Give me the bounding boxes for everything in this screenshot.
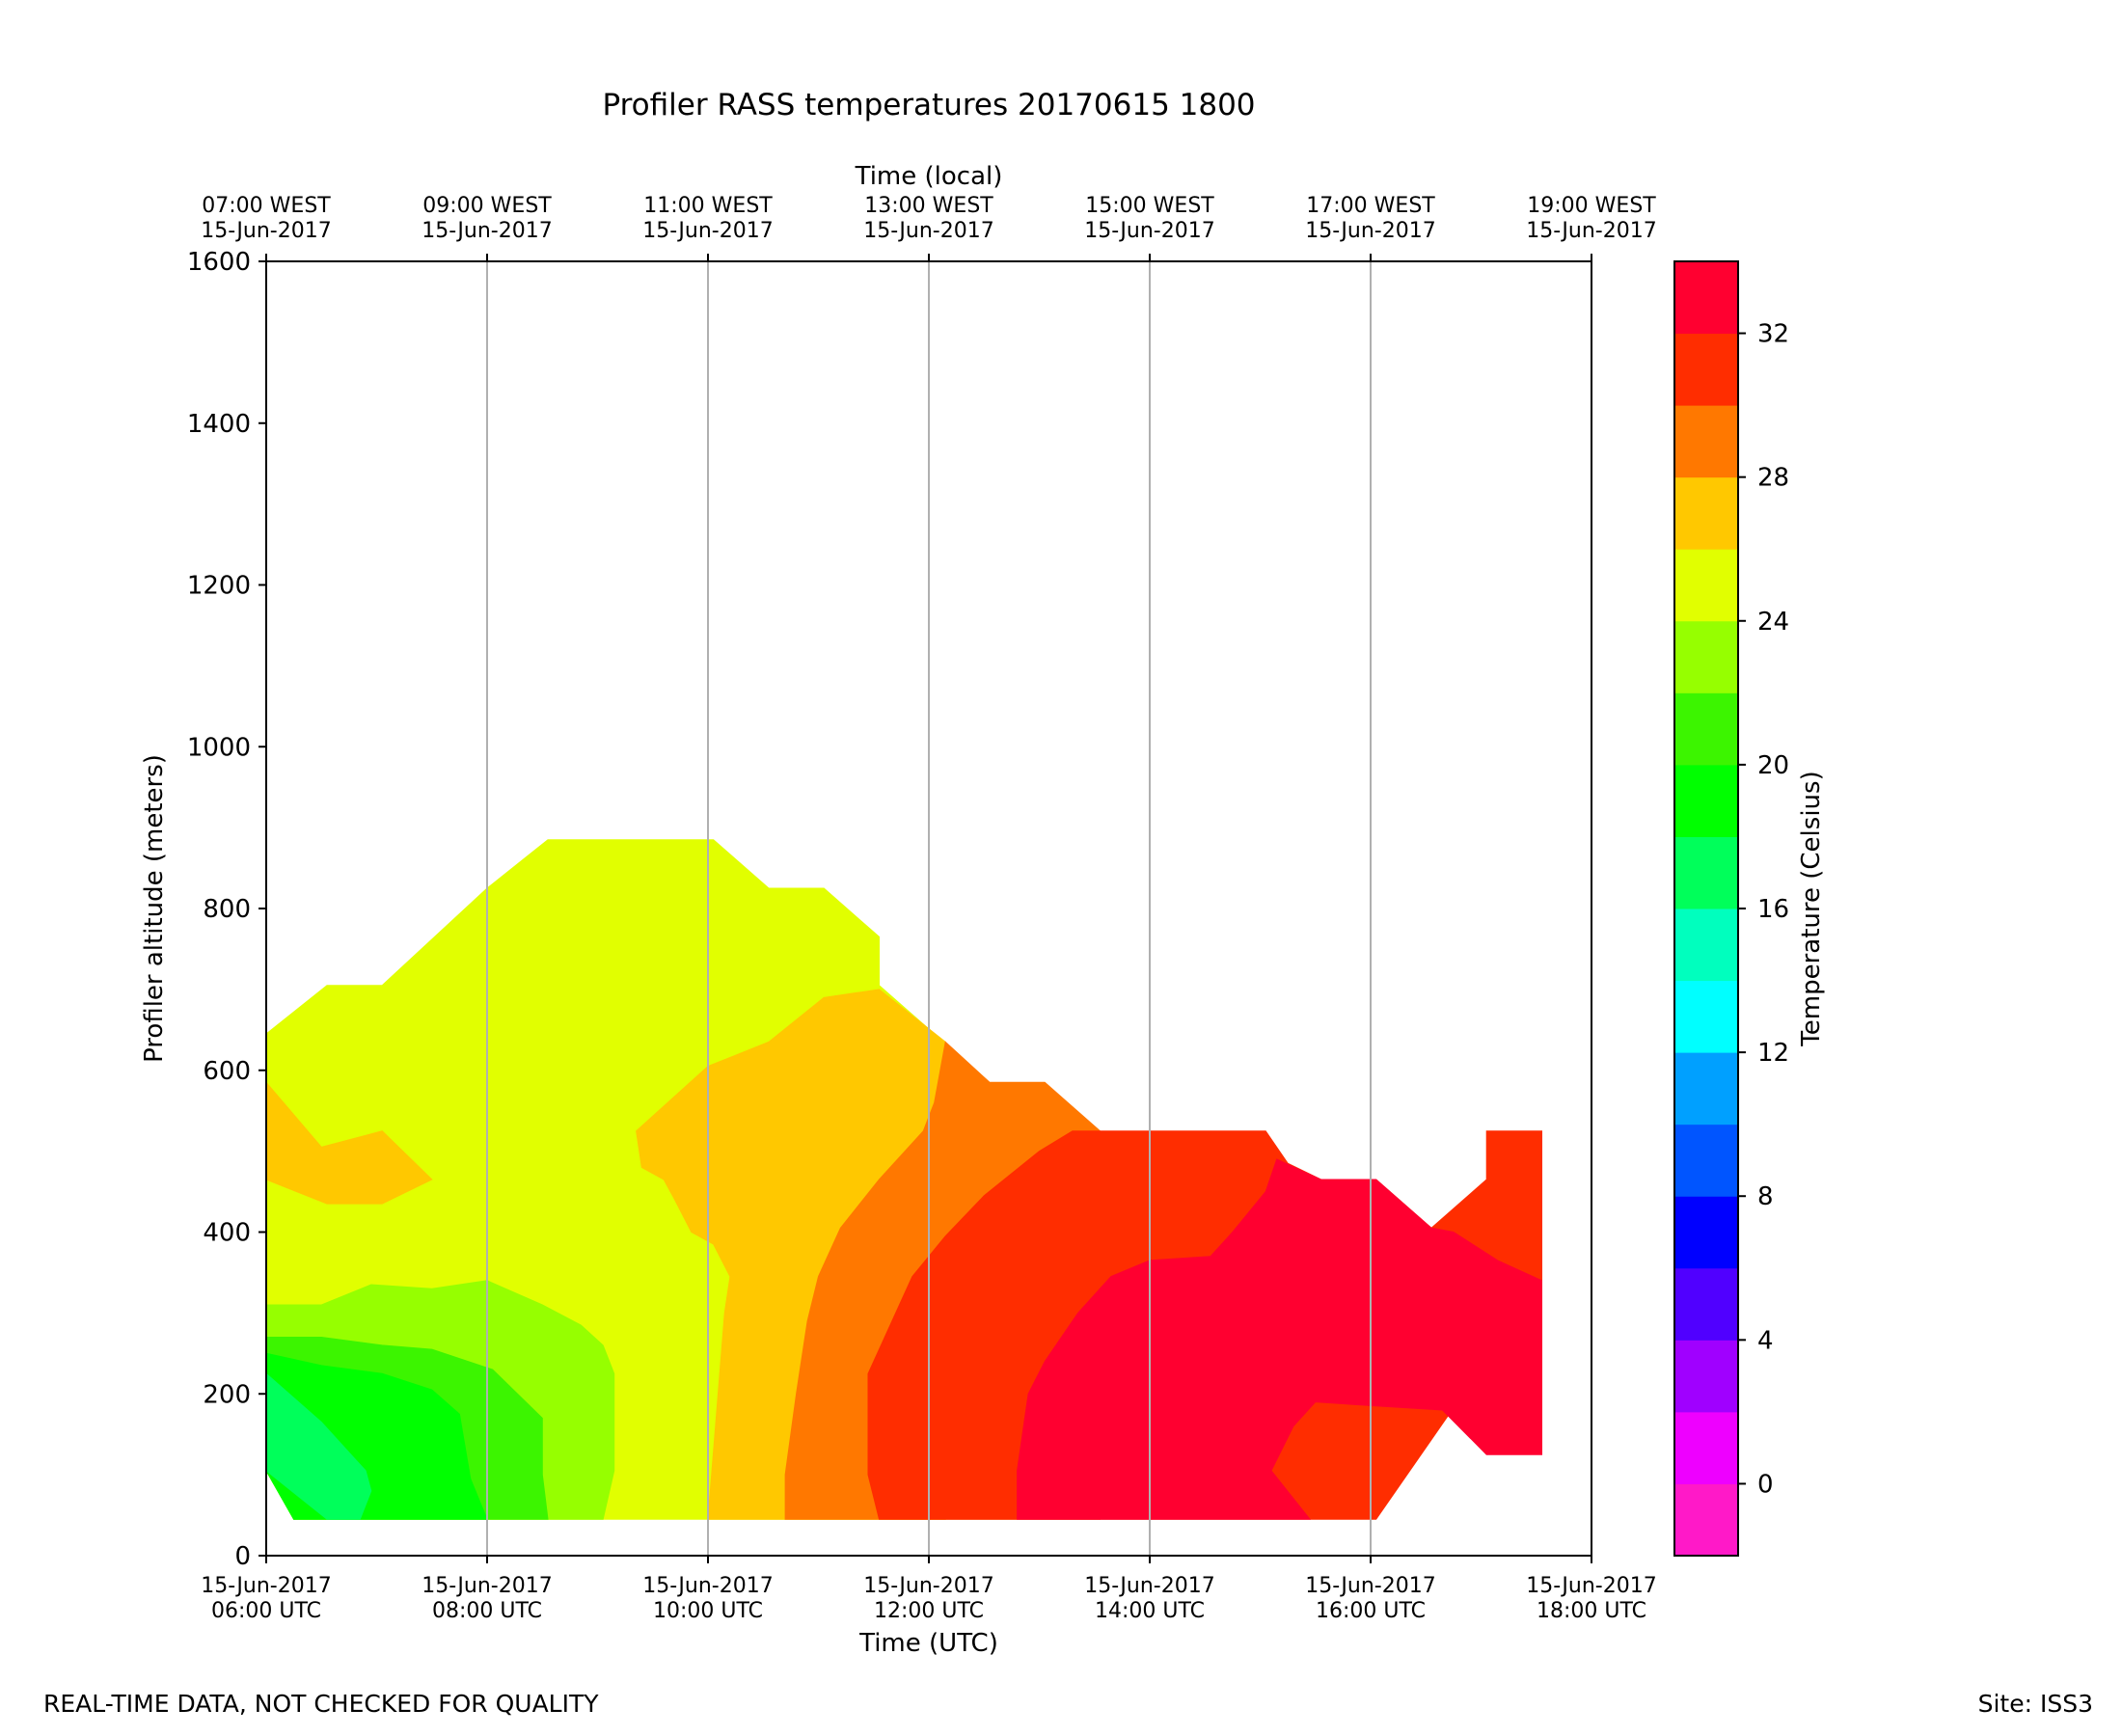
colorbar-swatch-0 [1674,1411,1738,1484]
x-tick-label-top-time: 09:00 WEST [422,194,552,218]
x-tick-label-bottom-time: 16:00 UTC [1316,1599,1426,1623]
colorbar-swatch-2 [1674,1340,1738,1413]
x-tick-label-top-date: 15-Jun-2017 [1526,219,1656,243]
axes: 0 200 400 600 800 1000 1200 1400 1600 15-Jun-2017… [187,194,1657,1623]
x-tick-label-top-time: 15:00 WEST [1085,194,1214,218]
quality-disclaimer: REAL-TIME DATA, NOT CHECKED FOR QUALITY [43,1690,599,1718]
x-tick-label-top-time: 19:00 WEST [1527,194,1656,218]
x-axis-label: Time (UTC) [858,1629,998,1658]
colorbar-swatch-18 [1674,764,1738,837]
x-tick-label-bottom-date: 15-Jun-2017 [1084,1574,1214,1598]
chart-title: Profiler RASS temperatures 20170615 1800 [602,88,1255,122]
x-tick-label-top-date: 15-Jun-2017 [201,219,331,243]
y-tick-label-1200: 1200 [187,572,251,601]
contour-region-26-28-1 [265,1080,433,1205]
y-tick-label-800: 800 [203,895,251,924]
y-tick-label-1400: 1400 [187,410,251,439]
contour-region-32-34-5 [1017,1158,1542,1520]
x-tick-label-bottom-time: 10:00 UTC [653,1599,763,1623]
colorbar-swatch-26 [1674,476,1738,550]
colorbar-swatch-16 [1674,836,1738,909]
x-tick-label-top-time: 17:00 WEST [1306,194,1435,218]
colorbar-swatch-4 [1674,1267,1738,1341]
colorbar-swatch-20 [1674,692,1738,766]
x-axis-top-label: Time (local) [855,162,1003,191]
y-tick-label-400: 400 [203,1219,251,1248]
colorbar-swatch--2 [1674,1483,1738,1557]
y-tick-label-600: 600 [203,1057,251,1086]
x-tick-label-bottom-time: 06:00 UTC [211,1599,321,1623]
colorbar-label: Temperature (Celsius) [1797,771,1826,1046]
colorbar-tick-label-20: 20 [1757,751,1789,780]
x-tick-label-bottom-time: 18:00 UTC [1537,1599,1646,1623]
colorbar-tick-label-4: 4 [1757,1326,1774,1355]
x-tick-label-top-date: 15-Jun-2017 [422,219,552,243]
colorbar-tick-label-12: 12 [1757,1039,1789,1068]
colorbar-tick-label-0: 0 [1757,1470,1774,1499]
y-tick-label-200: 200 [203,1380,251,1409]
colorbar-tick-label-8: 8 [1757,1182,1774,1211]
x-tick-label-bottom-time: 08:00 UTC [432,1599,542,1623]
y-tick-label-1000: 1000 [187,733,251,762]
contour-regions [265,839,1542,1520]
colorbar-tick-label-28: 28 [1757,464,1789,493]
colorbar-tick-label-32: 32 [1757,320,1789,349]
x-tick-label-top-time: 07:00 WEST [202,194,331,218]
colorbar-swatch-6 [1674,1196,1738,1269]
x-tick-label-bottom-date: 15-Jun-2017 [201,1574,331,1598]
colorbar-swatch-24 [1674,549,1738,622]
x-tick-label-bottom-date: 15-Jun-2017 [863,1574,993,1598]
x-tick-label-top-time: 11:00 WEST [643,194,773,218]
colorbar-tick-label-24: 24 [1757,608,1789,637]
colorbar-swatch-8 [1674,1124,1738,1197]
x-tick-label-bottom-time: 14:00 UTC [1095,1599,1205,1623]
y-tick-label-1600: 1600 [187,248,251,277]
site-label: Site: ISS3 [1977,1690,2093,1718]
x-tick-label-bottom-date: 15-Jun-2017 [422,1574,552,1598]
colorbar-swatch-32 [1674,261,1738,335]
colorbar-swatch-28 [1674,405,1738,478]
vertical-grid [486,261,1372,1556]
x-tick-label-top-date: 15-Jun-2017 [1084,219,1214,243]
colorbar-swatch-22 [1674,620,1738,693]
x-tick-label-bottom-date: 15-Jun-2017 [1305,1574,1435,1598]
contour-region-16-18-9 [265,1372,372,1520]
colorbar-swatch-14 [1674,909,1738,982]
x-tick-label-bottom-date: 15-Jun-2017 [1526,1574,1656,1598]
x-tick-label-top-date: 15-Jun-2017 [863,219,993,243]
colorbar-swatch-10 [1674,1052,1738,1126]
x-tick-label-top-time: 13:00 WEST [864,194,993,218]
colorbar-swatch-12 [1674,980,1738,1053]
x-tick-label-bottom-date: 15-Jun-2017 [642,1574,773,1598]
colorbar-tick-label-16: 16 [1757,895,1789,924]
y-tick-label-0: 0 [234,1542,251,1571]
x-tick-label-top-date: 15-Jun-2017 [1305,219,1435,243]
x-tick-label-bottom-time: 12:00 UTC [874,1599,984,1623]
colorbar-swatch-30 [1674,333,1738,406]
y-axis-label: Profiler altitude (meters) [140,754,169,1063]
x-tick-label-top-date: 15-Jun-2017 [642,219,773,243]
colorbar: 0 4 8 12 16 20 24 28 32 [1673,260,1789,1557]
